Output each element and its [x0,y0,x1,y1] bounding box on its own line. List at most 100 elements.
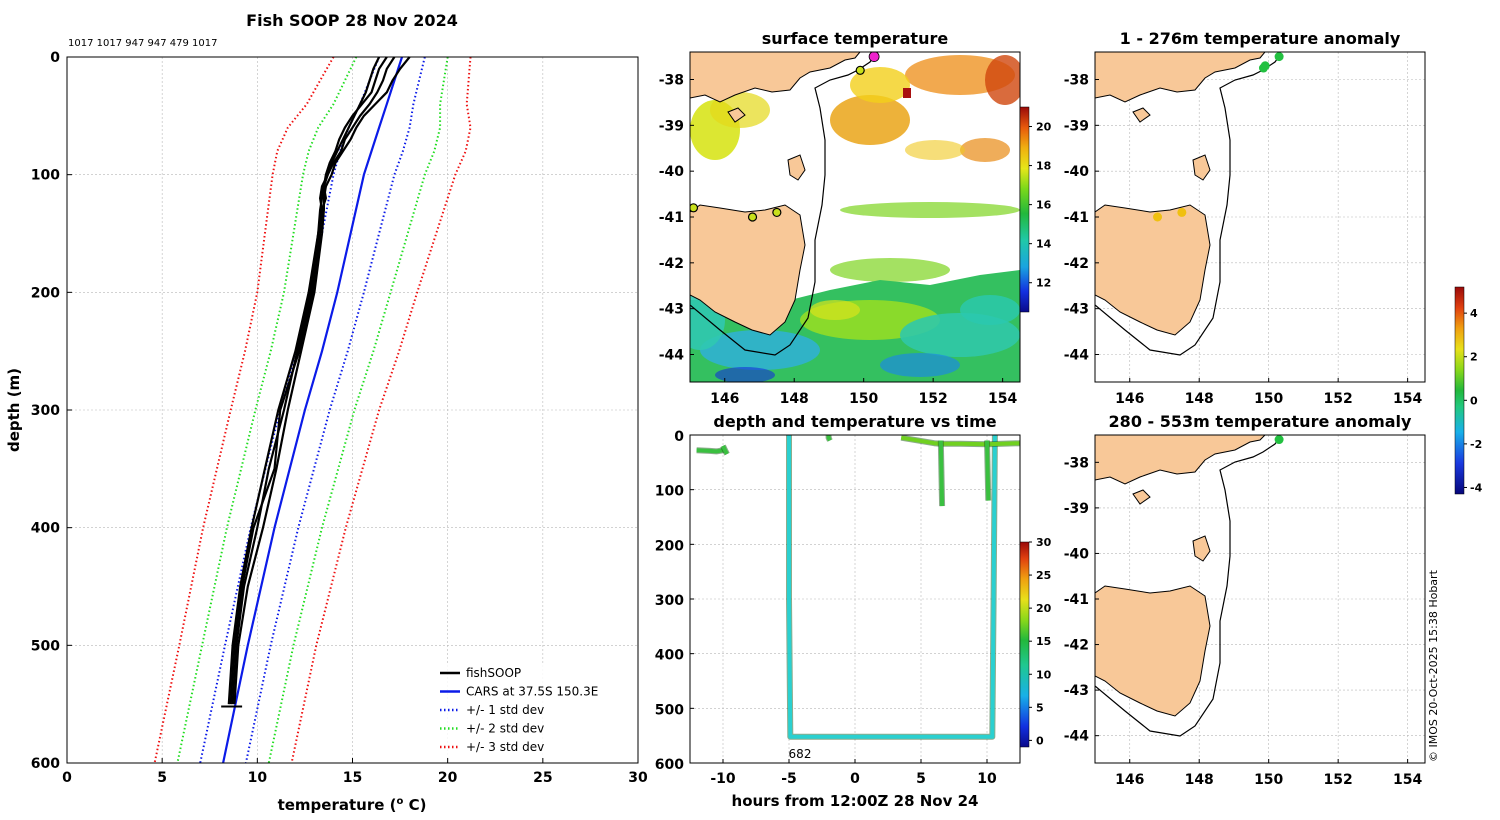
ts-series-line [787,435,997,739]
anom-lower-land [1095,435,1284,737]
ts-series-line [900,435,1020,447]
anom-upper-x-tick-label: 154 [1393,391,1422,407]
profile-x-tick-label: 30 [628,770,648,786]
ts-x-tick-label: -5 [781,771,797,787]
ts-colorbar-tick-label: 5 [1036,701,1044,714]
ts-x-tick-label: 0 [850,771,860,787]
legend-label: +/- 3 std dev [466,740,544,754]
anom-upper-y-tick-label: -40 [1064,164,1090,180]
fishsoop-profile-line [233,56,411,705]
sst-x-tick-label: 152 [919,391,948,407]
sst-y-tick-label: -40 [659,164,685,180]
profile-y-ticks: 0 100 200 300 400 500 600 [31,50,72,772]
anom-lower-y-tick-label: -38 [1064,455,1089,471]
ts-grid [690,435,1020,763]
sst-markers [690,52,880,222]
profile-y-tick-label: 0 [50,50,60,66]
sst-y-tick-label: -43 [659,302,684,318]
anom-upper-y-tick-label: -42 [1064,256,1089,272]
degree-superscript: o [396,796,403,807]
profile-x-tick-label: 20 [438,770,458,786]
sst-profile-marker [772,207,782,218]
legend-label: +/- 2 std dev [466,722,544,736]
copyright-text: © IMOS 20-Oct-2025 15:38 Hobart [1427,569,1440,762]
anom-upper-y-tick-label: -44 [1064,348,1090,364]
anom-lower-x-tick-label: 152 [1324,772,1353,788]
ts-x-tick-label: 5 [916,771,926,787]
ts-series-line [696,447,726,454]
anom-upper-ticks: 146 148 150 152 154 -38 -39 -40 -41 -42 -43 -44 [1064,73,1423,408]
sst-y-tick-label: -38 [659,73,684,89]
ts-series-line [826,435,832,442]
anom-lower-x-tick-label: 150 [1254,772,1283,788]
anom-lower-y-tick-label: -44 [1064,729,1090,745]
ts-x-tick-label: 10 [977,771,997,787]
anom-lower-x-tick-label: 154 [1393,772,1422,788]
profile-x-ticks: 0 5 10 15 20 25 30 [62,758,648,786]
sst-colorbar-tick-label: 20 [1036,121,1052,134]
profile-lines [153,56,472,764]
ts-y-tick-label: 0 [674,429,684,445]
anom-lower-y-tick-label: -42 [1064,638,1089,654]
anom-upper-point [1274,52,1284,62]
profile-x-tick-label: 5 [157,770,167,786]
fishsoop-profile-line [227,56,381,705]
ts-colorbar-tick-label: 0 [1036,734,1044,747]
anom-upper-point [1153,212,1163,222]
ts-y-tick-label: 400 [655,648,684,664]
profile-x-tick-label: 15 [343,770,362,786]
profile-y-tick-label: 400 [31,521,60,537]
sst-colorbar-tick-label: 18 [1036,160,1051,173]
ts-y-tick-label: 100 [655,484,684,500]
depth-temperature-time-chart: depth and temperature vs time -10 -5 0 5 100… [655,412,1052,810]
anomaly-colorbar [1454,286,1465,495]
ts-colorbar-tick-label: 20 [1036,602,1052,615]
sst-x-tick-label: 148 [780,391,809,407]
anom-upper-x-tick-label: 148 [1185,391,1214,407]
sst-title: surface temperature [762,29,949,48]
sst-ticks: 146 148 150 152 154 -38 -39 -40 -41 -42 -43 -44 [659,73,1018,408]
profile-y-tick-label: 600 [31,756,60,772]
anom-upper-y-tick-label: -43 [1064,302,1089,318]
profile-title: Fish SOOP 28 Nov 2024 [246,11,458,30]
anom-lower-y-tick-label: -41 [1064,592,1089,608]
ts-x-tick-label: -10 [710,771,736,787]
ts-series-line [985,440,991,501]
cars-minus-2-std-line [176,56,358,764]
legend-label: fishSOOP [466,666,521,680]
ts-colorbar [1019,541,1030,748]
sst-colorbar [1019,106,1030,313]
anom-upper-x-tick-label: 152 [1324,391,1353,407]
anomaly-colorbar-ticks: 4 2 0 -2 -4 [1464,307,1483,494]
profile-y-tick-label: 500 [31,638,60,654]
anom-upper-land [1095,52,1284,356]
anom-upper-title: 1 - 276m temperature anomaly [1120,29,1401,48]
cars-plus-1-std-line [244,56,426,764]
profile-legend: fishSOOP CARS at 37.5S 150.3E +/- 1 std de… [434,664,634,758]
surface-temperature-map: surface temperature [659,29,1052,407]
profile-y-tick-label: 200 [31,285,60,301]
anomaly-colorbar-tick-label: -2 [1470,438,1482,451]
anom-upper-points [1153,52,1284,222]
profile-x-tick-label: 0 [62,770,72,786]
profile-y-tick-label: 100 [31,168,60,184]
sst-profile-marker [747,212,758,222]
ts-x-label: hours from 12:00Z 28 Nov 24 [732,792,979,810]
anom-lower-y-tick-label: -40 [1064,546,1090,562]
anomaly-colorbar-tick-label: -4 [1470,481,1483,494]
cars-plus-2-std-line [267,56,449,764]
profile-subtitle: 1017 1017 947 947 479 1017 [68,38,218,49]
ts-colorbar-tick-label: 15 [1036,635,1051,648]
sst-shelf-contour [690,54,876,356]
sst-x-tick-label: 154 [988,391,1017,407]
sst-land [690,52,861,336]
sst-y-tick-label: -41 [659,210,684,226]
anom-lower-title: 280 - 553m temperature anomaly [1109,412,1412,431]
anomaly-colorbar-tick-label: 0 [1470,394,1478,407]
anom-lower-points [1274,435,1284,445]
anom-upper-y-tick-label: -39 [1064,118,1089,134]
sst-colorbar-tick-label: 16 [1036,199,1052,212]
ts-series [696,435,1020,740]
anom-upper-x-tick-label: 146 [1115,391,1144,407]
